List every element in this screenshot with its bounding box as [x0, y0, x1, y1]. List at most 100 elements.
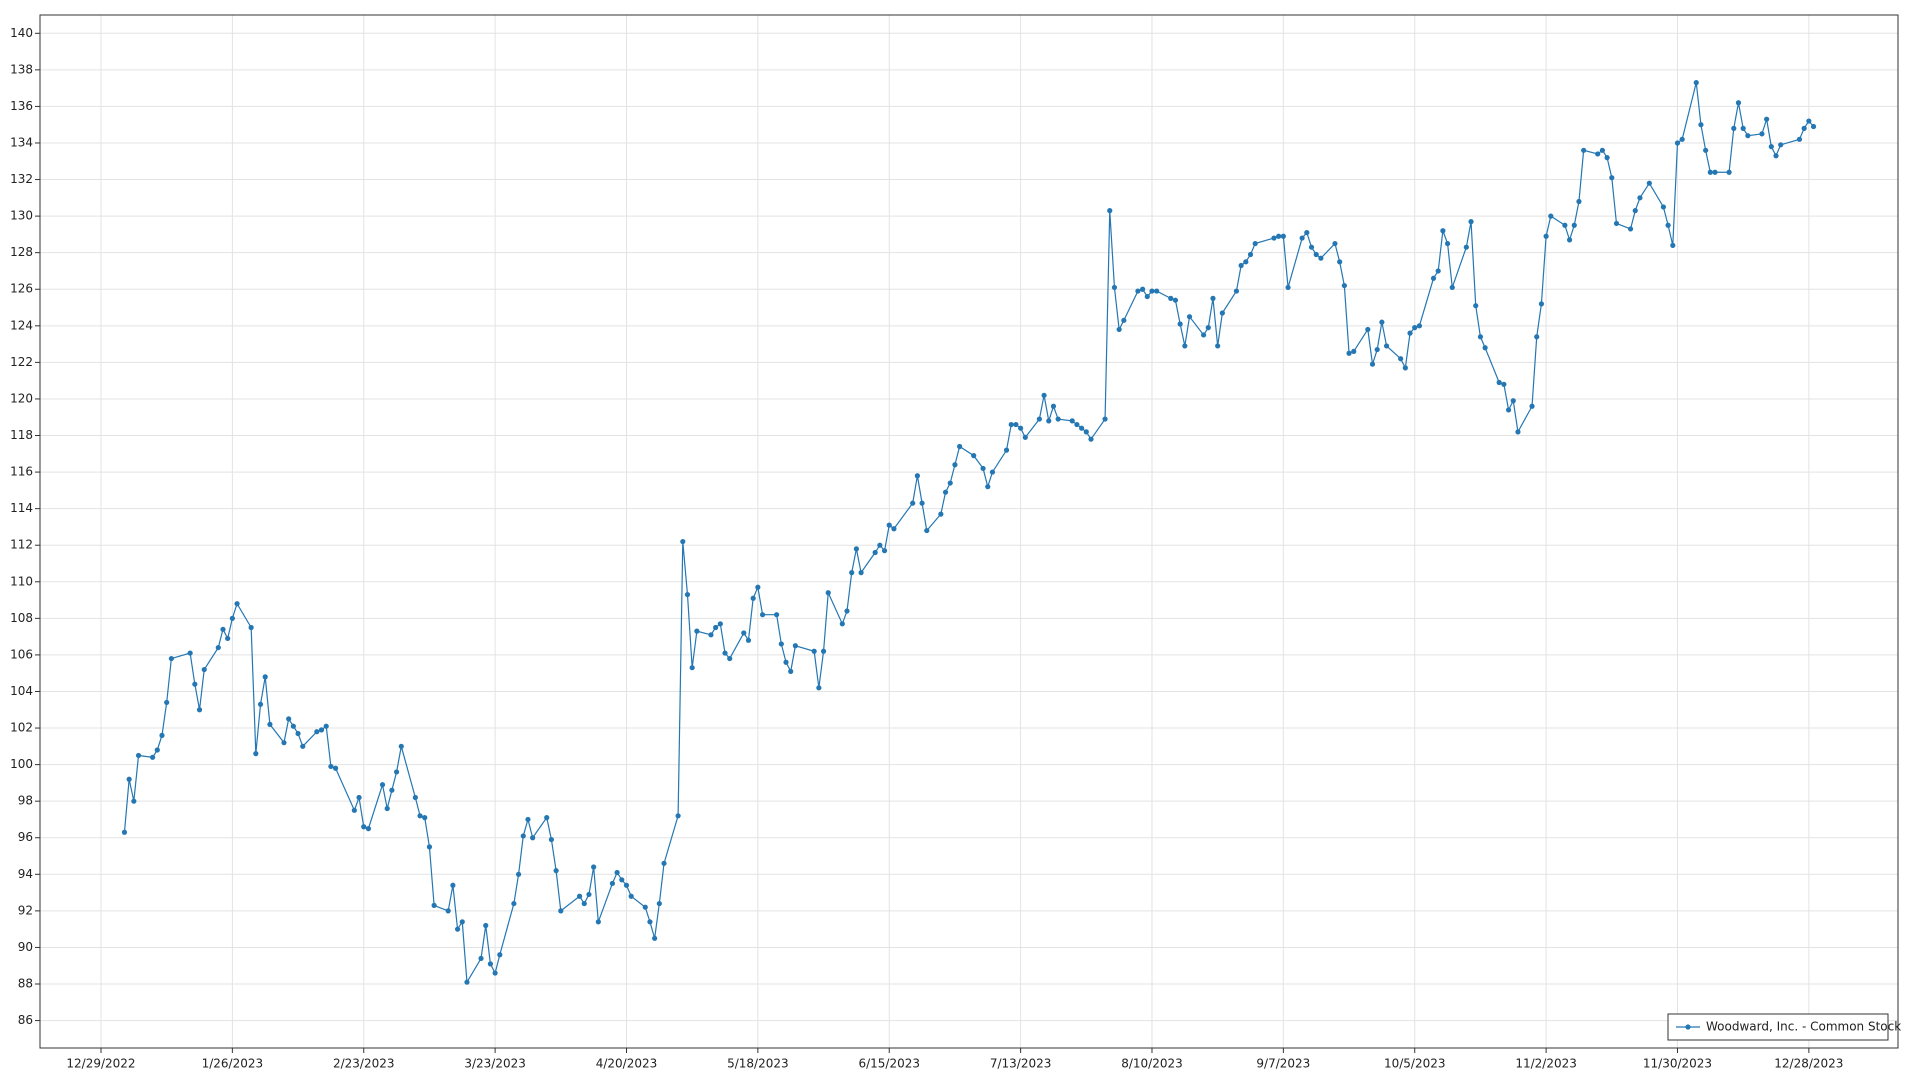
- data-point: [1252, 240, 1258, 247]
- data-point: [1008, 421, 1014, 428]
- data-point: [924, 527, 930, 534]
- data-point: [365, 826, 372, 832]
- x-tick-label: 5/18/2023: [727, 1057, 789, 1071]
- data-point: [328, 763, 334, 770]
- data-point: [788, 668, 794, 674]
- data-point: [1215, 343, 1221, 349]
- data-point: [816, 685, 822, 691]
- data-point: [910, 500, 916, 506]
- data-point: [1238, 262, 1244, 269]
- data-point: [591, 864, 597, 870]
- data-point: [1205, 325, 1211, 331]
- y-tick-label: 120: [10, 391, 33, 405]
- data-point: [1496, 379, 1502, 386]
- data-point: [192, 681, 198, 687]
- data-point: [1107, 208, 1113, 214]
- data-point: [1135, 288, 1141, 294]
- data-point: [820, 648, 827, 654]
- data-point: [891, 526, 897, 532]
- data-point: [483, 922, 489, 929]
- data-point: [1351, 348, 1357, 355]
- data-point: [759, 612, 766, 618]
- data-point: [558, 908, 564, 914]
- data-point: [1581, 147, 1587, 153]
- data-point: [121, 829, 128, 835]
- data-point: [1538, 301, 1545, 307]
- y-tick-label: 122: [10, 355, 33, 369]
- data-point: [497, 952, 503, 958]
- data-point: [581, 900, 587, 907]
- data-point: [135, 752, 142, 759]
- data-point: [1219, 310, 1225, 316]
- y-tick-label: 86: [18, 1013, 33, 1027]
- data-point: [694, 628, 700, 634]
- data-point: [262, 674, 268, 680]
- data-point: [750, 595, 756, 601]
- data-point: [971, 453, 977, 459]
- data-point: [1046, 418, 1052, 424]
- y-tick-label: 108: [10, 611, 33, 625]
- data-point: [1149, 288, 1155, 294]
- y-tick-label: 88: [18, 977, 33, 991]
- data-point: [1365, 326, 1371, 333]
- data-point: [839, 621, 845, 627]
- data-point: [947, 480, 953, 486]
- data-point: [938, 511, 944, 517]
- data-point: [825, 590, 831, 596]
- data-point: [586, 891, 592, 898]
- data-point: [1210, 295, 1216, 301]
- data-point: [201, 666, 207, 673]
- data-point: [187, 650, 193, 656]
- data-point: [1745, 133, 1751, 139]
- data-point: [220, 626, 226, 632]
- y-tick-label: 140: [10, 26, 33, 40]
- data-point: [150, 754, 156, 760]
- data-point: [248, 624, 254, 631]
- data-point: [253, 751, 259, 757]
- data-point: [1074, 421, 1080, 428]
- data-point: [314, 729, 320, 735]
- data-point: [1468, 219, 1474, 225]
- data-point: [1576, 198, 1582, 205]
- data-point: [1810, 123, 1817, 130]
- y-tick-label: 92: [18, 903, 33, 917]
- data-point: [755, 584, 761, 590]
- data-point: [154, 747, 160, 753]
- data-point: [656, 900, 662, 907]
- data-point: [783, 659, 789, 665]
- data-point: [1182, 343, 1188, 349]
- data-point: [1646, 180, 1652, 186]
- data-point: [1435, 268, 1441, 274]
- data-point: [1637, 195, 1643, 201]
- data-point: [478, 955, 484, 962]
- y-tick-label: 124: [10, 318, 33, 332]
- data-point: [1731, 125, 1737, 131]
- data-point: [1102, 416, 1108, 422]
- data-point: [1369, 361, 1376, 367]
- data-point: [1778, 142, 1784, 148]
- data-point: [1449, 284, 1455, 291]
- data-point: [1069, 418, 1075, 424]
- data-point: [1759, 131, 1765, 137]
- data-point: [1463, 244, 1469, 250]
- data-point: [914, 473, 920, 479]
- data-point: [1674, 140, 1681, 146]
- y-tick-label: 118: [10, 428, 33, 442]
- data-point: [351, 807, 357, 813]
- data-point: [853, 546, 859, 552]
- data-point: [525, 816, 531, 823]
- data-point: [323, 723, 329, 729]
- data-point: [267, 721, 273, 727]
- data-point: [1055, 416, 1061, 422]
- data-point: [1313, 251, 1319, 258]
- data-point: [647, 919, 653, 925]
- data-point: [544, 815, 550, 821]
- data-point: [126, 776, 132, 782]
- data-point: [1473, 303, 1479, 309]
- data-point: [159, 732, 165, 738]
- data-point: [1806, 118, 1812, 124]
- data-point: [980, 465, 986, 472]
- data-point: [1768, 144, 1774, 150]
- data-point: [389, 787, 395, 793]
